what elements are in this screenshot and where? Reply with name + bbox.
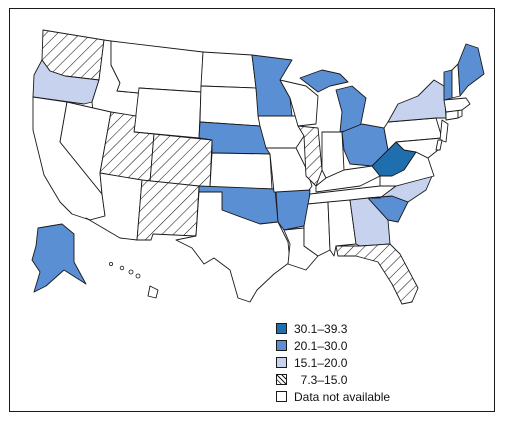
state-VT (443, 69, 453, 101)
state-SD (199, 85, 261, 127)
state-ND (200, 51, 257, 89)
legend-item-low: 15.1–20.0 (276, 354, 390, 371)
legend-item-mid: 20.1–30.0 (276, 337, 390, 354)
legend-item-high: 30.1–39.3 (276, 320, 390, 337)
state-ME (457, 43, 485, 97)
solid-light-swatch-icon (276, 357, 287, 368)
hatched-swatch-icon (276, 374, 287, 385)
legend-label: 20.1–30.0 (294, 338, 348, 353)
island-dot (128, 269, 134, 275)
state-HI (147, 285, 159, 299)
state-MN (251, 54, 293, 117)
state-NY (387, 79, 447, 123)
state-MT (110, 40, 204, 94)
state-MA (443, 97, 471, 113)
state-CO (149, 133, 213, 188)
legend-label: 15.1–20.0 (294, 355, 348, 370)
state-NM (136, 179, 200, 241)
legend-item-hatch: 7.3–15.0 (276, 371, 390, 388)
solid-dark-swatch-icon (276, 323, 287, 334)
state-TX (175, 191, 291, 303)
legend-label: 7.3–15.0 (294, 372, 348, 387)
island-dot (109, 261, 114, 266)
state-DE (435, 139, 443, 151)
state-MI-upper (299, 69, 349, 93)
state-AK (31, 223, 87, 293)
island-dot (119, 265, 125, 271)
state-WY (133, 87, 202, 139)
state-RI (457, 109, 463, 119)
hawaii-islands (109, 261, 141, 279)
state-NJ (439, 119, 449, 143)
solid-medium-swatch-icon (276, 340, 287, 351)
state-MS (303, 201, 331, 257)
legend-label: 30.1–39.3 (294, 321, 348, 336)
legend: 30.1–39.3 20.1–30.0 15.1–20.0 7.3–15.0 D… (276, 320, 390, 405)
legend-label: Data not available (294, 389, 391, 404)
island-dot (135, 273, 141, 279)
legend-item-none: Data not available (276, 388, 390, 405)
state-WI (279, 79, 319, 127)
state-KS (209, 152, 273, 190)
empty-swatch-icon (276, 391, 287, 402)
state-FL (335, 243, 419, 305)
